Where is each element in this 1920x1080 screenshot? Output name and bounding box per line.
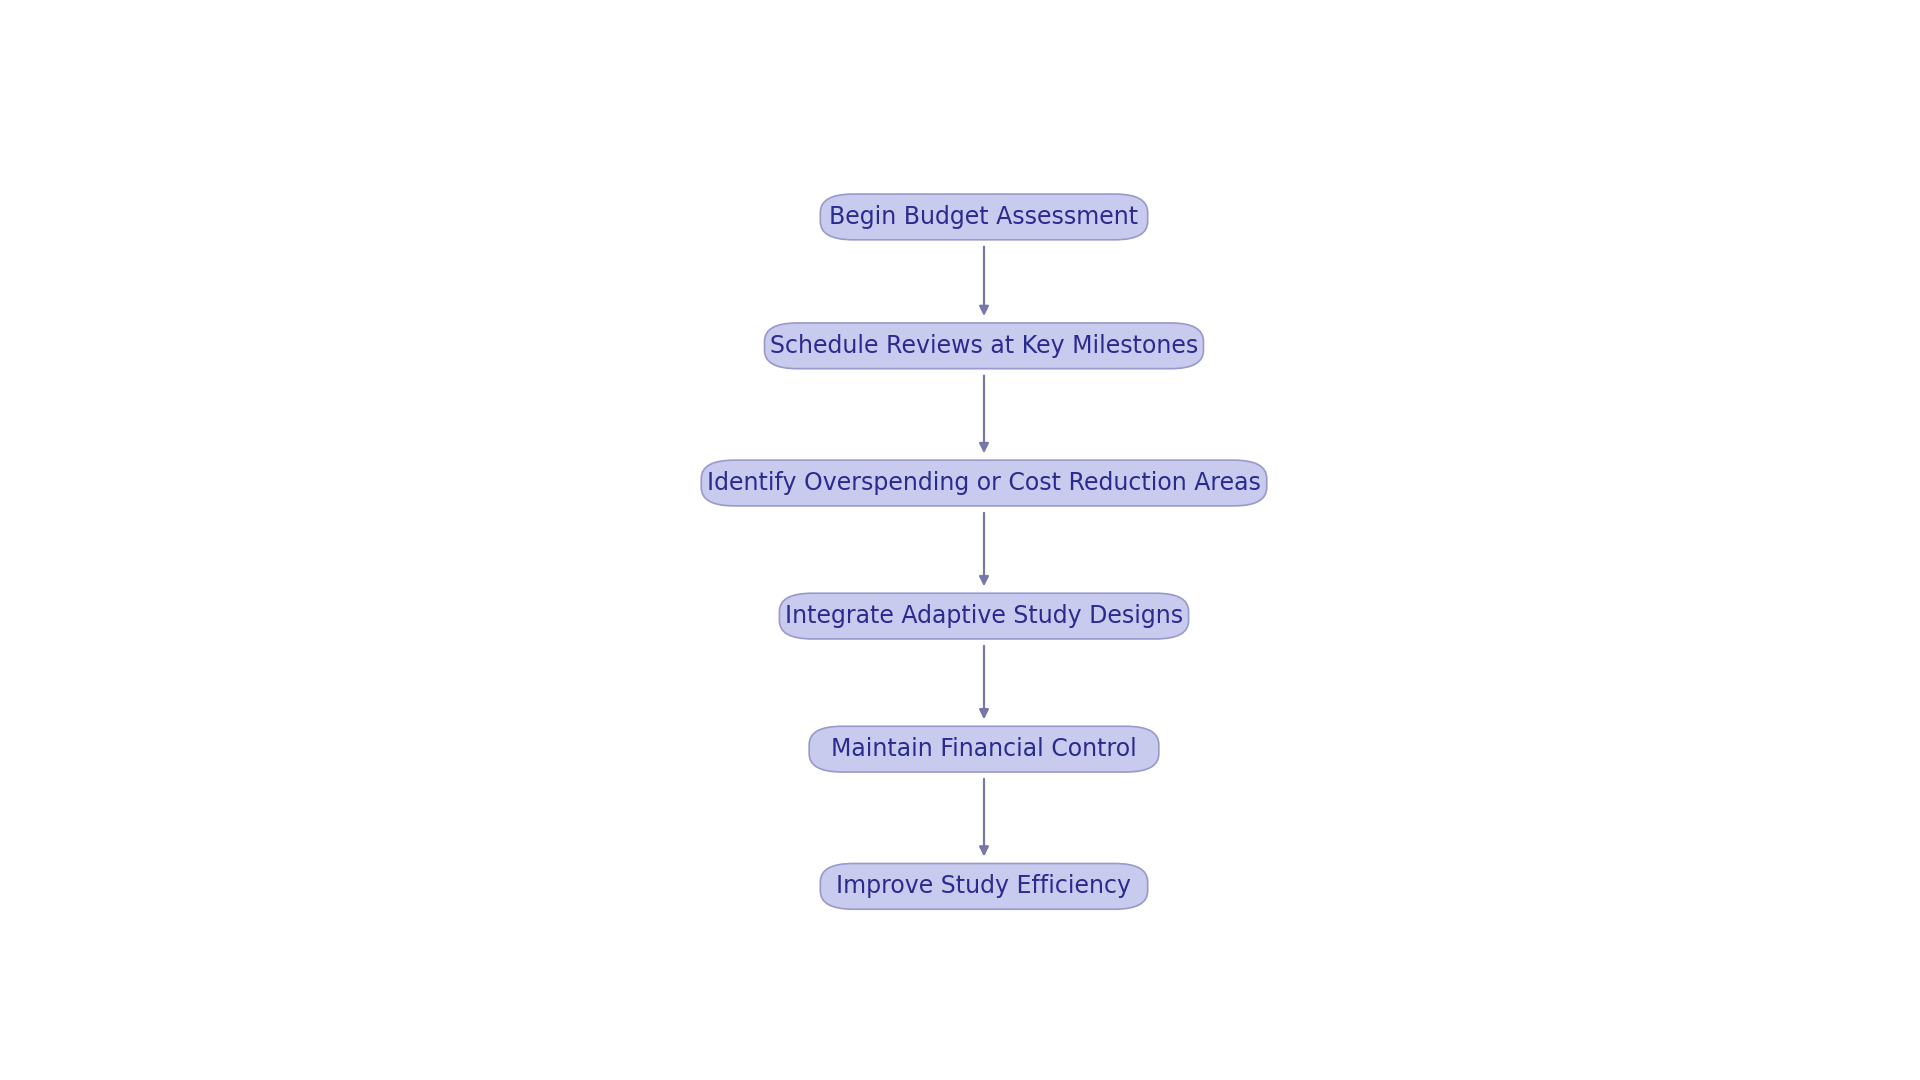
FancyBboxPatch shape <box>820 864 1148 909</box>
Text: Maintain Financial Control: Maintain Financial Control <box>831 738 1137 761</box>
FancyBboxPatch shape <box>701 460 1267 505</box>
Text: Improve Study Efficiency: Improve Study Efficiency <box>837 875 1131 899</box>
FancyBboxPatch shape <box>780 593 1188 639</box>
Text: Schedule Reviews at Key Milestones: Schedule Reviews at Key Milestones <box>770 334 1198 357</box>
FancyBboxPatch shape <box>764 323 1204 368</box>
FancyBboxPatch shape <box>820 194 1148 240</box>
Text: Integrate Adaptive Study Designs: Integrate Adaptive Study Designs <box>785 604 1183 629</box>
FancyBboxPatch shape <box>808 726 1160 772</box>
Text: Identify Overspending or Cost Reduction Areas: Identify Overspending or Cost Reduction … <box>707 471 1261 495</box>
Text: Begin Budget Assessment: Begin Budget Assessment <box>829 205 1139 229</box>
